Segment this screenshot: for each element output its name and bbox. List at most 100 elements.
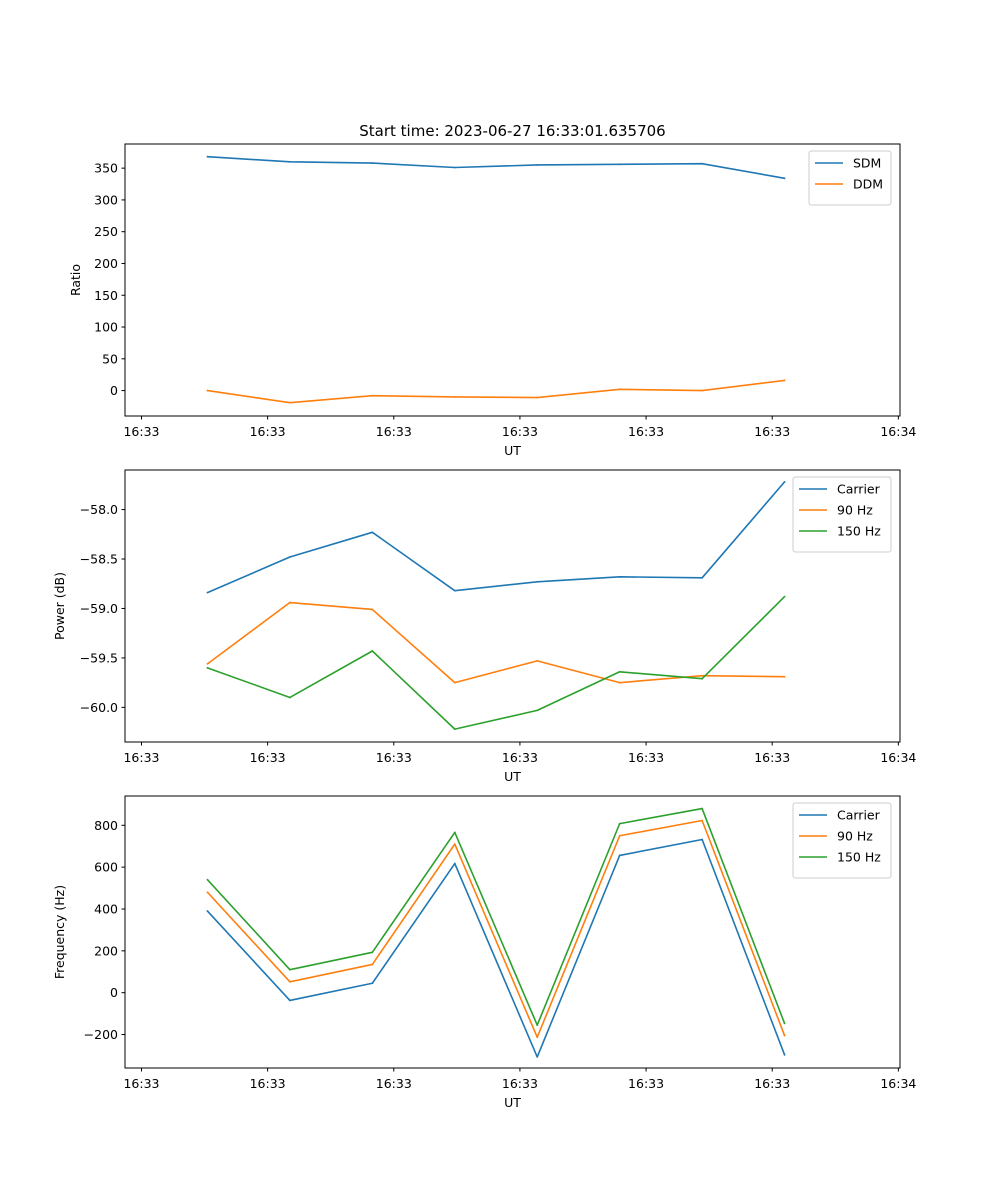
data-point <box>371 531 374 534</box>
data-point <box>701 576 704 579</box>
y-tick-label: 400 <box>94 901 118 916</box>
y-tick-label: 200 <box>94 256 118 271</box>
x-tick-label: 16:33 <box>123 424 159 439</box>
x-tick-label: 16:33 <box>250 1076 286 1091</box>
data-point <box>701 674 704 677</box>
series-line-150-hz <box>206 807 786 1026</box>
y-tick-label: 800 <box>94 818 118 833</box>
legend-label: 150 Hz <box>837 850 881 865</box>
y-tick-label: 350 <box>94 161 118 176</box>
data-point <box>701 677 704 680</box>
panels: 0 50 100 150 200 250 300 350 16:33 16:33 16:33 16:3… <box>52 143 916 1110</box>
data-point <box>288 696 291 699</box>
data-point <box>206 910 209 912</box>
data-point <box>536 709 539 712</box>
data-point <box>206 878 209 881</box>
data-point <box>783 1022 786 1025</box>
legend-label: Carrier <box>837 482 881 497</box>
x-tick-label: 16:33 <box>754 424 790 439</box>
data-point <box>206 155 209 158</box>
x-tick-label: 16:33 <box>754 1076 790 1091</box>
legend: SDM DDM <box>808 150 892 206</box>
x-tick-label: 16:34 <box>880 1076 916 1091</box>
data-point <box>536 1024 539 1027</box>
y-tick-label: −58.5 <box>80 552 118 567</box>
data-point <box>701 819 704 822</box>
x-axis-label: UT <box>504 1095 521 1110</box>
data-point <box>701 807 704 810</box>
data-point <box>536 659 539 662</box>
data-point <box>371 963 374 966</box>
y-tick-label: −59.5 <box>80 650 118 665</box>
legend-label: SDM <box>853 156 881 171</box>
data-point <box>371 608 374 611</box>
data-point <box>288 999 291 1002</box>
y-axis-label: Power (dB) <box>52 572 67 640</box>
chart-panel-2: −60.0 −59.5 −59.0 −58.5 −58.0 16:33 16:33 16:33… <box>52 469 916 784</box>
data-point <box>371 951 374 954</box>
data-point <box>783 1034 786 1037</box>
legend-label: 90 Hz <box>837 503 873 518</box>
series-line-carrier <box>207 481 786 594</box>
y-tick-label: −59.0 <box>80 601 118 616</box>
series-line-ddm <box>207 379 785 404</box>
x-tick-label: 16:33 <box>376 1076 412 1091</box>
x-tick-label: 16:33 <box>250 424 286 439</box>
data-point <box>453 831 456 834</box>
legend-box <box>808 150 892 206</box>
data-point <box>288 160 291 163</box>
data-point <box>701 162 704 165</box>
legend-label: DDM <box>853 177 883 192</box>
data-point <box>783 379 786 382</box>
data-point <box>371 982 374 985</box>
data-point <box>453 862 456 865</box>
data-point <box>618 834 621 837</box>
y-tick-label: 0 <box>110 985 118 1000</box>
series-line-90-hz <box>206 601 785 684</box>
x-tick-label: 16:33 <box>123 1076 159 1091</box>
data-point <box>618 681 621 684</box>
x-tick-label: 16:33 <box>628 1076 664 1091</box>
x-tick-label: 16:34 <box>880 424 916 439</box>
x-tick-label: 16:33 <box>502 1076 538 1091</box>
y-axis-label: Ratio <box>68 264 83 296</box>
data-point <box>288 968 291 971</box>
data-point <box>536 396 539 399</box>
y-tick-label: 600 <box>94 860 118 875</box>
data-point <box>783 177 786 180</box>
figure-title: Start time: 2023-06-27 16:33:01.635706 <box>359 122 665 140</box>
y-tick-label: 0 <box>110 383 118 398</box>
legend: Carrier 90 Hz 150 Hz <box>792 802 892 879</box>
x-tick-label: 16:33 <box>754 750 790 765</box>
y-tick-label: −200 <box>84 1027 118 1042</box>
x-tick-label: 16:33 <box>502 424 538 439</box>
data-point <box>536 580 539 583</box>
axes-frame <box>124 143 901 417</box>
data-point <box>701 838 704 841</box>
legend: Carrier 90 Hz 150 Hz <box>792 476 892 553</box>
x-axis-label: UT <box>504 443 521 458</box>
y-tick-label: 200 <box>94 943 118 958</box>
data-point <box>288 980 291 983</box>
axes-frame <box>124 469 901 743</box>
data-point <box>288 556 291 558</box>
x-tick-label: 16:33 <box>628 750 664 765</box>
data-point <box>618 163 621 166</box>
series-line-carrier <box>206 838 786 1058</box>
series-line-90-hz <box>206 819 786 1039</box>
x-tick-label: 16:34 <box>880 750 916 765</box>
data-point <box>453 589 456 592</box>
data-point <box>371 394 374 397</box>
y-tick-label: 150 <box>94 288 118 303</box>
y-tick-label: −58.0 <box>80 502 118 517</box>
y-tick-label: 50 <box>102 351 118 366</box>
x-tick-label: 16:33 <box>628 424 664 439</box>
x-tick-label: 16:33 <box>123 750 159 765</box>
y-tick-label: 100 <box>94 320 118 335</box>
axes-frame <box>124 795 901 1069</box>
data-point <box>371 650 374 652</box>
x-axis-label: UT <box>504 769 521 784</box>
data-point <box>206 591 209 594</box>
data-point <box>618 670 621 673</box>
